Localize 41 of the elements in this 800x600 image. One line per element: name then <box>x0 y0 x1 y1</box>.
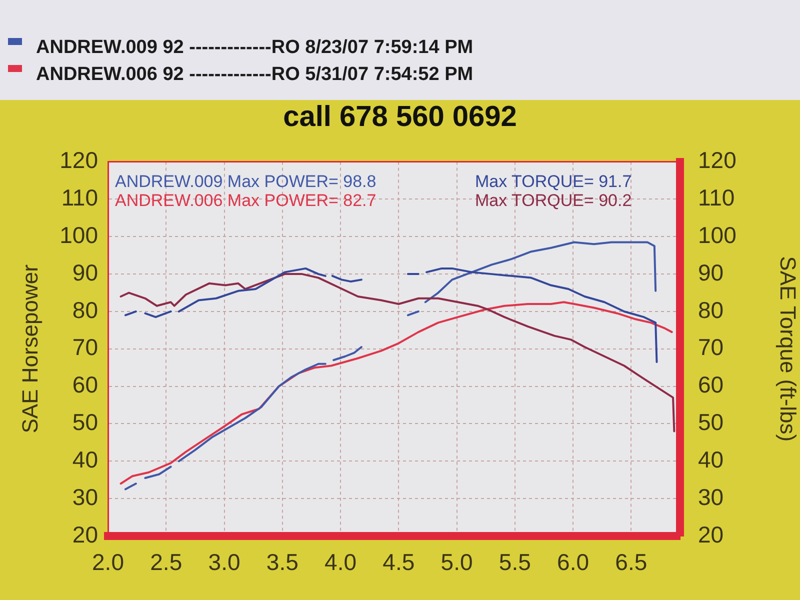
y2-tick-label: 60 <box>698 372 724 398</box>
annotation: Max TORQUE= 91.7 <box>475 172 632 191</box>
y2-tick-label: 100 <box>698 222 736 248</box>
x-tick-label: 2.0 <box>92 549 124 576</box>
y-tick-label: 30 <box>72 484 98 510</box>
y2-tick-label: 90 <box>698 259 724 286</box>
x-tick-label: 3.5 <box>266 549 298 576</box>
y-axis-title: SAE Horsepower <box>17 264 42 434</box>
y-tick-label: 50 <box>72 409 98 436</box>
y-tick-label: 40 <box>72 446 98 473</box>
x-tick-label: 3.0 <box>208 549 240 576</box>
y-tick-label: 70 <box>72 334 98 360</box>
y2-tick-label: 30 <box>698 484 724 510</box>
y-tick-label: 60 <box>72 372 98 398</box>
y2-tick-label: 40 <box>698 446 724 473</box>
y-tick-label: 120 <box>60 147 98 174</box>
annotation: Max TORQUE= 90.2 <box>475 190 632 210</box>
y-tick-label: 20 <box>72 521 98 548</box>
y2-tick-label: 120 <box>698 147 736 174</box>
x-tick-label: 5.5 <box>498 549 531 576</box>
y2-tick-label: 20 <box>698 521 724 548</box>
chart-title: call 678 560 0692 <box>282 101 518 134</box>
legend-label: ANDREW.009 92 -------------RO 8/23/07 7:59:14 PM <box>36 36 474 58</box>
y-tick-label: 90 <box>72 259 98 286</box>
x-tick-label: 4.0 <box>324 549 357 576</box>
y2-tick-label: 110 <box>698 184 735 211</box>
annotation: ANDREW.006 Max POWER= 82.7 <box>115 190 376 210</box>
annotation: ANDREW.009 Max POWER= 98.8 <box>115 172 376 191</box>
x-tick-label: 5.0 <box>440 549 473 576</box>
x-tick-label: 6.0 <box>557 549 590 576</box>
x-tick-label: 2.5 <box>150 549 182 576</box>
x-tick-label: 4.5 <box>382 549 415 576</box>
y-tick-label: 110 <box>61 184 98 211</box>
x-tick-label: 6.5 <box>615 549 648 576</box>
y2-tick-label: 80 <box>698 296 724 323</box>
legend-label: ANDREW.006 92 -------------RO 5/31/07 7:54:52 PM <box>36 64 474 86</box>
y-tick-label: 80 <box>72 296 98 323</box>
y-tick-label: 100 <box>60 222 98 248</box>
y2-axis-title: SAE Torque (ft-lbs) <box>776 256 800 442</box>
y2-tick-label: 70 <box>698 334 724 360</box>
y2-tick-label: 50 <box>698 409 724 436</box>
